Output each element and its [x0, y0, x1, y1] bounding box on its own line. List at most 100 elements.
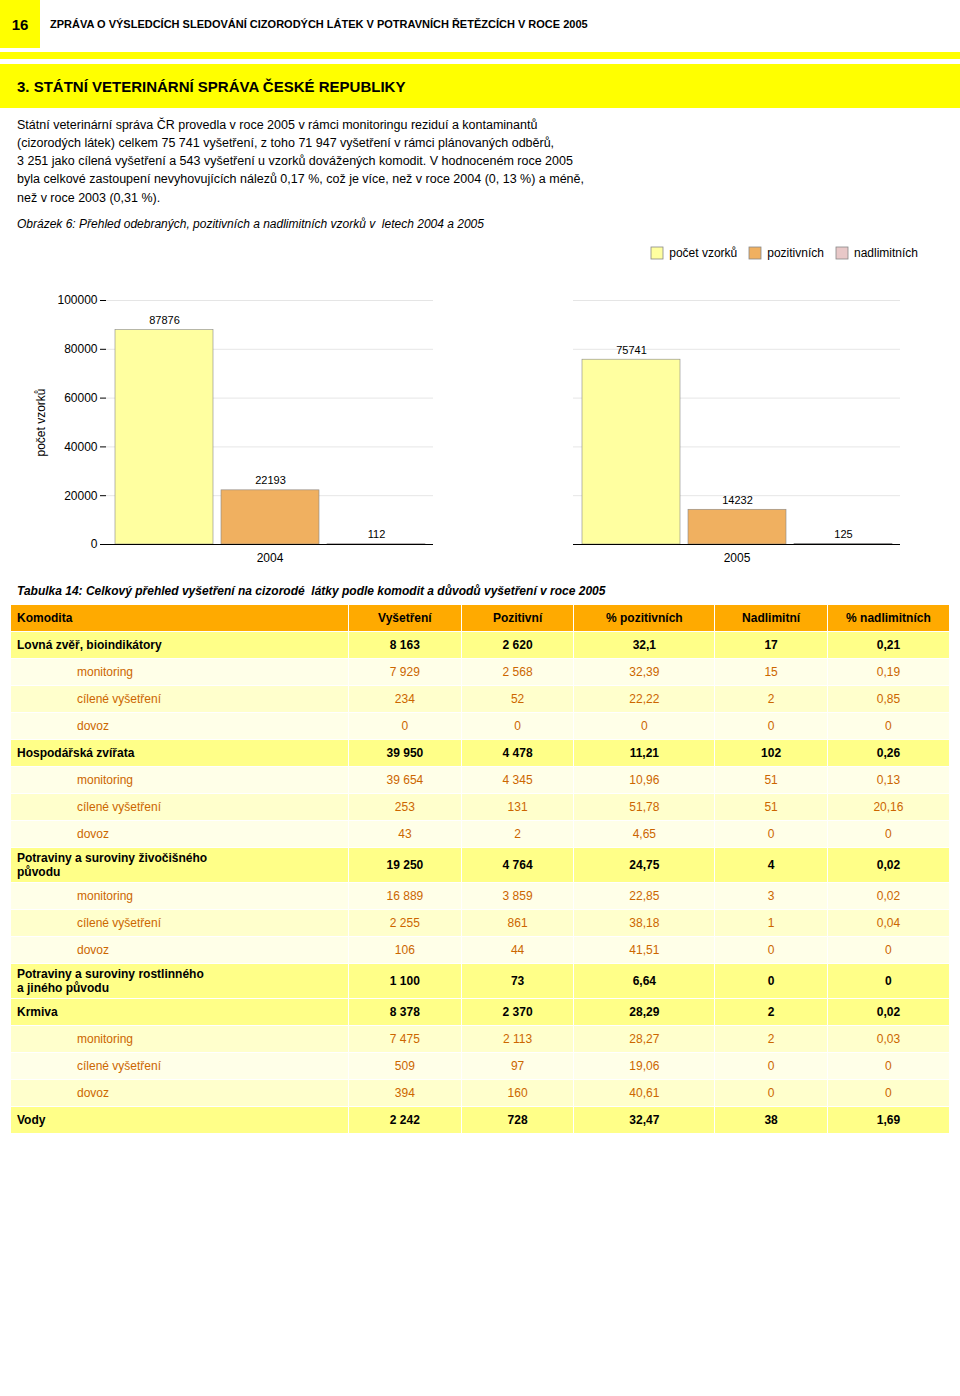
html-text:Obrázek 6: Přehled odebraných,: Obrázek 6: Přehled odebraných, pozitivní…	[17, 216, 484, 231]
html-text:38,18: 38,18	[629, 915, 660, 930]
html-text:4 478: 4 478	[502, 745, 533, 760]
html-text:8 163: 8 163	[389, 637, 420, 652]
html-text:73: 73	[510, 973, 525, 988]
html-text:Hospodářská zvířata: Hospodářská zvířata	[17, 745, 135, 760]
html-text:počet vzorků: počet vzorků	[669, 246, 738, 261]
html-text:19,06: 19,06	[629, 1058, 660, 1073]
svg-text:100000: 100000	[57, 293, 97, 307]
html-text:7 475: 7 475	[389, 1031, 420, 1046]
html-text:Nadlimitní: Nadlimitní	[742, 610, 801, 625]
html-text:32,39: 32,39	[629, 664, 660, 679]
svg-text:20000: 20000	[64, 488, 98, 502]
html-text:Státní veterinární správa ČR p: Státní veterinární správa ČR provedla v …	[17, 118, 584, 205]
html-text:32,1: 32,1	[632, 637, 656, 652]
html-text:Potraviny a suroviny rostlinné: Potraviny a suroviny rostlinného a jinéh…	[17, 966, 204, 995]
svg-text:14232: 14232	[722, 493, 753, 505]
html-text:0,19: 0,19	[876, 664, 901, 679]
html-text:nadlimitních: nadlimitních	[854, 246, 918, 261]
svg-text:2005: 2005	[724, 551, 751, 565]
html-text:cílené vyšetření: cílené vyšetření	[77, 1058, 161, 1073]
html-text:0,03: 0,03	[876, 1031, 901, 1046]
html-text:0,85: 0,85	[876, 691, 901, 706]
html-text:pozitivních: pozitivních	[767, 246, 824, 261]
svg-text:125: 125	[834, 528, 852, 540]
html-text:4,65: 4,65	[632, 826, 656, 841]
svg-text:60000: 60000	[64, 391, 98, 405]
html-text:cílené vyšetření: cílené vyšetření	[77, 691, 161, 706]
html-text:106: 106	[394, 942, 415, 957]
html-text:monitoring: monitoring	[77, 888, 133, 903]
html-text:monitoring: monitoring	[77, 772, 133, 787]
html-text:16 889: 16 889	[386, 888, 424, 903]
html-text:22,85: 22,85	[629, 888, 660, 903]
html-text:8 378: 8 378	[389, 1004, 420, 1019]
html-text:41,51: 41,51	[629, 942, 660, 957]
html-text:1 100: 1 100	[389, 973, 420, 988]
html-text:44: 44	[510, 942, 525, 957]
html-text:cílené vyšetření: cílené vyšetření	[77, 799, 161, 814]
html-text:0,02: 0,02	[876, 857, 901, 872]
html-text:97: 97	[510, 1058, 525, 1073]
html-text:22,22: 22,22	[629, 691, 660, 706]
html-text:2 255: 2 255	[389, 915, 420, 930]
html-text:131: 131	[507, 799, 528, 814]
html-text:dovoz: dovoz	[77, 942, 109, 957]
html-text:234: 234	[394, 691, 415, 706]
html-text:19 250: 19 250	[386, 857, 424, 872]
html-text:11,21: 11,21	[629, 745, 659, 760]
html-text:0,13: 0,13	[876, 772, 901, 787]
html-text:monitoring: monitoring	[77, 1031, 133, 1046]
html-text:Pozitivní: Pozitivní	[492, 610, 543, 625]
svg-text:2004: 2004	[257, 551, 284, 565]
html-text:2 620: 2 620	[502, 637, 533, 652]
svg-text:80000: 80000	[64, 342, 98, 356]
svg-text:počet vzorků: počet vzorků	[34, 388, 48, 456]
html-text:0,26: 0,26	[876, 745, 901, 760]
html-text:28,29: 28,29	[629, 1004, 660, 1019]
html-text:2 568: 2 568	[502, 664, 533, 679]
svg-text:87876: 87876	[149, 314, 180, 326]
html-text:4 345: 4 345	[502, 772, 533, 787]
html-text:2 113: 2 113	[503, 1031, 533, 1046]
html-text:52: 52	[510, 691, 525, 706]
html-text:20,16: 20,16	[873, 799, 904, 814]
html-text:% nadlimitních: % nadlimitních	[846, 610, 931, 625]
html-text:4 764: 4 764	[502, 857, 533, 872]
html-text:0,02: 0,02	[876, 888, 901, 903]
html-text:102: 102	[761, 745, 782, 760]
html-text:cílené vyšetření: cílené vyšetření	[77, 915, 161, 930]
html-text:28,27: 28,27	[629, 1031, 660, 1046]
html-text:39 654: 39 654	[386, 772, 424, 787]
html-text:dovoz: dovoz	[77, 718, 109, 733]
html-text:0,04: 0,04	[876, 915, 901, 930]
html-text:39 950: 39 950	[386, 745, 424, 760]
html-text:24,75: 24,75	[629, 857, 660, 872]
html-text:51,78: 51,78	[629, 799, 660, 814]
html-text:Tabulka 14: Celkový přehled vy: Tabulka 14: Celkový přehled vyšetření na…	[17, 583, 606, 598]
svg-text:0: 0	[91, 537, 98, 551]
html-text:Krmiva: Krmiva	[17, 1004, 58, 1019]
html-text:10,96: 10,96	[629, 772, 660, 787]
html-text:861: 861	[507, 915, 528, 930]
html-text:3 859: 3 859	[502, 888, 533, 903]
svg-text:75741: 75741	[616, 343, 647, 355]
html-text:3. STÁTNÍ VETERINÁRNÍ SPRÁVA Č: 3. STÁTNÍ VETERINÁRNÍ SPRÁVA ČESKÉ REPUB…	[17, 77, 406, 95]
html-text:0,21: 0,21	[876, 637, 901, 652]
html-text:Vyšetření: Vyšetření	[378, 610, 432, 625]
html-text:dovoz: dovoz	[77, 826, 109, 841]
html-text:0,02: 0,02	[876, 1004, 901, 1019]
svg-text:22193: 22193	[255, 474, 286, 486]
html-text:253: 253	[394, 799, 415, 814]
html-text:6,64: 6,64	[632, 973, 656, 988]
html-text:% pozitivních: % pozitivních	[606, 610, 683, 625]
html-text:Lovná zvěř, bioindikátory: Lovná zvěř, bioindikátory	[17, 637, 162, 652]
html-text:7 929: 7 929	[389, 664, 420, 679]
svg-text:40000: 40000	[64, 439, 98, 453]
html-text:monitoring: monitoring	[77, 664, 133, 679]
html-text:2 370: 2 370	[502, 1004, 533, 1019]
html-text:Komodita: Komodita	[17, 610, 73, 625]
html-text:16: 16	[11, 15, 29, 33]
html-text:Potraviny a suroviny živočišné: Potraviny a suroviny živočišného původu	[17, 850, 208, 879]
html-text:509: 509	[394, 1058, 415, 1073]
svg-text:112: 112	[368, 528, 386, 540]
